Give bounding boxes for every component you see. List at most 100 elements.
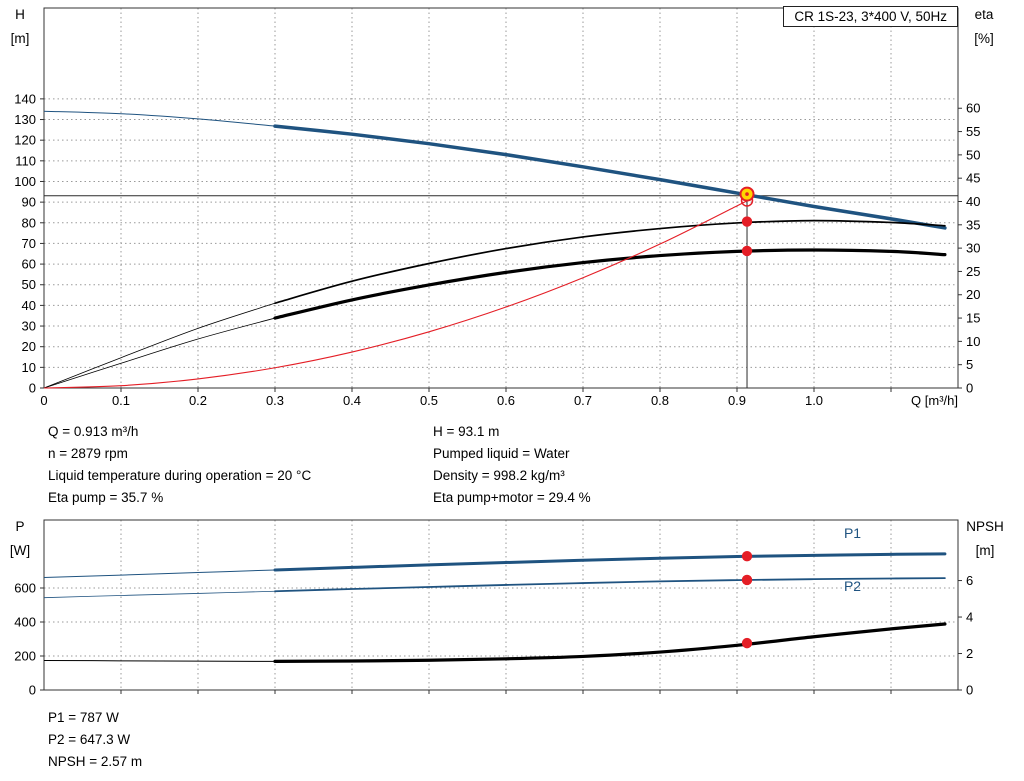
duty-info-right-column: H = 93.1 m Pumped liquid = Water Density… bbox=[433, 421, 591, 509]
y-left-tick-label: 100 bbox=[14, 174, 36, 189]
info-pumped-liquid: Pumped liquid = Water bbox=[433, 446, 570, 461]
duty-point-marker-center bbox=[745, 192, 749, 196]
y-left-tick-label: 20 bbox=[22, 339, 36, 354]
info-eta-pump-motor: Eta pump+motor = 29.4 % bbox=[433, 490, 591, 505]
h-curve bbox=[273, 124, 947, 230]
y-left-axis-header: [W] bbox=[10, 543, 30, 558]
y-right-tick-label: 35 bbox=[966, 217, 980, 232]
plot-border bbox=[43, 519, 959, 691]
top-chart: 0 0.1 0.2 0.3 0.4 0.5 0.6 0.7 0.8 0.9 1.0 Q [m³/h] 0… bbox=[11, 7, 994, 408]
eta-pump-motor-curve-thin bbox=[43, 317, 276, 389]
power-npsh-info-column: P1 = 787 W P2 = 647.3 W NPSH = 2.57 m bbox=[48, 707, 142, 773]
p1-duty-marker bbox=[741, 551, 753, 562]
h-curve-thin bbox=[43, 110, 276, 127]
y-left-tick-label: 90 bbox=[22, 195, 36, 210]
plot-border bbox=[43, 7, 959, 389]
y-left-tick-label: 120 bbox=[14, 133, 36, 148]
y-left-tick-label: 110 bbox=[15, 153, 36, 168]
y-left-tick-label: 600 bbox=[14, 581, 36, 596]
y-left-tick-label: 0 bbox=[29, 381, 36, 396]
pump-model-title-box: CR 1S-23, 3*400 V, 50Hz bbox=[783, 6, 958, 27]
y-right-tick-label: 30 bbox=[966, 241, 980, 256]
info-flow: Q = 0.913 m³/h bbox=[48, 424, 139, 439]
info-npsh: NPSH = 2.57 m bbox=[48, 754, 143, 769]
eta-pump-motor-curve bbox=[273, 248, 947, 320]
info-speed: n = 2879 rpm bbox=[48, 446, 128, 461]
info-p1: P1 = 787 W bbox=[48, 710, 119, 725]
x-tick-label: 1.0 bbox=[805, 393, 823, 408]
p2-duty-marker bbox=[741, 574, 753, 586]
info-eta-pump: Eta pump = 35.7 % bbox=[48, 490, 164, 505]
y-left-tick-label: 140 bbox=[14, 91, 36, 106]
y-left-tick-label: 60 bbox=[22, 257, 36, 272]
y-right-tick-label: 40 bbox=[966, 194, 980, 209]
y-right-tick-label: 10 bbox=[966, 334, 980, 349]
x-tick-label: 0.6 bbox=[497, 393, 515, 408]
y-right-tick-label: 4 bbox=[966, 610, 973, 625]
x-tick-label: 0.8 bbox=[651, 393, 669, 408]
y-left-tick-label: 400 bbox=[14, 615, 36, 630]
y-right-tick-label: 15 bbox=[966, 311, 980, 326]
y-right-tick-label: 2 bbox=[966, 646, 973, 661]
y-left-tick-label: 40 bbox=[22, 298, 36, 313]
npsh-curve bbox=[273, 622, 947, 663]
p1-curve bbox=[273, 552, 947, 572]
p2-curve-label: P2 bbox=[844, 578, 861, 594]
npsh-curve-thin bbox=[43, 659, 276, 662]
info-p2: P2 = 647.3 W bbox=[48, 732, 131, 747]
info-head: H = 93.1 m bbox=[433, 424, 500, 439]
y-right-axis-header: [m] bbox=[976, 543, 995, 558]
y-right-tick-label: 25 bbox=[966, 264, 980, 279]
y-right-tick-label: 50 bbox=[966, 147, 980, 162]
x-tick-label: 0.3 bbox=[266, 393, 284, 408]
x-tick-label: 0.7 bbox=[574, 393, 592, 408]
x-tick-label: 0.1 bbox=[112, 393, 130, 408]
y-right-axis-header: [%] bbox=[974, 31, 994, 46]
x-tick-label: 0.4 bbox=[343, 393, 361, 408]
info-density: Density = 998.2 kg/m³ bbox=[433, 468, 565, 483]
eta-pump-curve bbox=[274, 219, 946, 304]
x-axis-title: Q [m³/h] bbox=[911, 393, 958, 408]
y-left-axis-header: P bbox=[15, 519, 24, 534]
y-left-tick-label: 80 bbox=[22, 215, 36, 230]
eta-pump-duty-marker bbox=[741, 216, 753, 227]
y-left-axis-header: [m] bbox=[11, 31, 30, 46]
y-right-tick-label: 6 bbox=[966, 573, 973, 588]
p2-curve bbox=[274, 577, 946, 593]
y-right-tick-label: 5 bbox=[966, 357, 973, 372]
eta-pump-motor-duty-marker bbox=[741, 245, 753, 257]
p1-curve-thin bbox=[43, 569, 276, 578]
system-curve bbox=[43, 199, 748, 389]
y-right-axis-header: NPSH bbox=[966, 519, 1004, 534]
p2-curve-thin bbox=[43, 590, 276, 599]
x-tick-label: 0.5 bbox=[420, 393, 438, 408]
y-right-tick-label: 0 bbox=[966, 381, 973, 396]
p1-curve-label: P1 bbox=[844, 525, 861, 541]
y-left-tick-label: 30 bbox=[22, 319, 36, 334]
pump-model-title: CR 1S-23, 3*400 V, 50Hz bbox=[794, 9, 947, 24]
bottom-chart: 0 200 400 600 0 2 4 6 P [W] NPSH [m] P1 P2 bbox=[10, 519, 1004, 698]
gridlines bbox=[44, 520, 958, 690]
y-right-tick-label: 0 bbox=[966, 683, 973, 698]
npsh-duty-marker bbox=[741, 637, 753, 649]
gridlines bbox=[44, 8, 958, 388]
x-tick-label: 0.9 bbox=[728, 393, 746, 408]
y-right-tick-label: 45 bbox=[966, 171, 980, 186]
y-left-axis-header: H bbox=[15, 7, 25, 22]
y-right-tick-label: 20 bbox=[966, 287, 980, 302]
y-left-tick-label: 50 bbox=[22, 277, 36, 292]
info-liquid-temperature: Liquid temperature during operation = 20… bbox=[48, 468, 312, 483]
axis-ticks bbox=[40, 580, 962, 694]
y-left-tick-label: 130 bbox=[14, 112, 36, 127]
y-left-tick-label: 0 bbox=[29, 683, 36, 698]
x-tick-label: 0 bbox=[40, 393, 47, 408]
y-right-tick-label: 60 bbox=[966, 101, 980, 116]
y-left-tick-label: 10 bbox=[22, 360, 36, 375]
duty-info-left-column: Q = 0.913 m³/h n = 2879 rpm Liquid tempe… bbox=[48, 421, 311, 509]
eta-pump-curve-thin bbox=[43, 302, 276, 389]
y-right-axis-header: eta bbox=[975, 7, 994, 22]
y-right-tick-label: 55 bbox=[966, 124, 980, 139]
x-tick-label: 0.2 bbox=[189, 393, 207, 408]
y-left-tick-label: 200 bbox=[14, 649, 36, 664]
